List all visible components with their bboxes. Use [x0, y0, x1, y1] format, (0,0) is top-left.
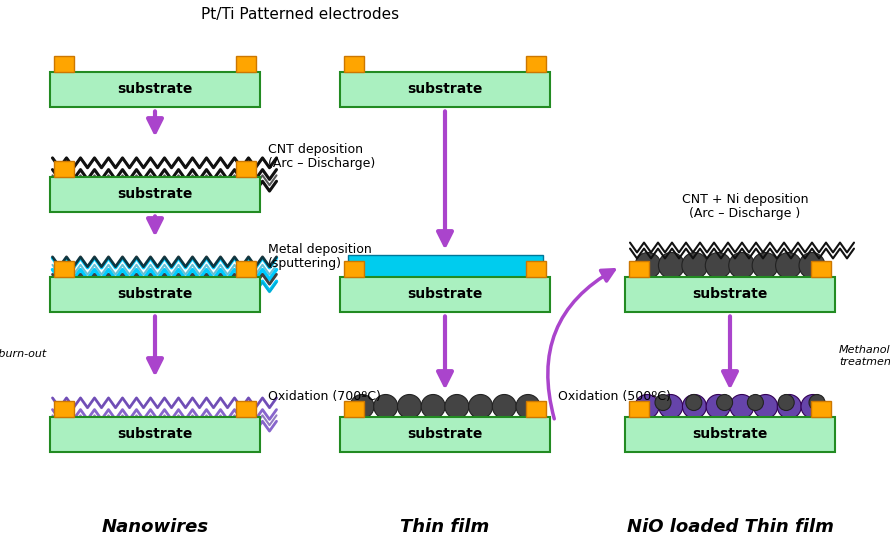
Bar: [811, 260, 831, 277]
Text: Nanowires: Nanowires: [101, 518, 208, 536]
Bar: [526, 260, 546, 277]
Circle shape: [655, 395, 671, 411]
Bar: [54, 55, 74, 71]
Text: CNT deposition
(Arc – Discharge): CNT deposition (Arc – Discharge): [268, 143, 376, 171]
Circle shape: [809, 395, 825, 411]
Bar: [629, 260, 649, 277]
Text: substrate: substrate: [117, 82, 193, 96]
Circle shape: [445, 395, 469, 418]
Bar: [54, 260, 74, 277]
Bar: [50, 71, 260, 107]
Circle shape: [775, 253, 802, 278]
Bar: [526, 401, 546, 417]
Circle shape: [682, 253, 708, 278]
Circle shape: [705, 253, 732, 278]
Circle shape: [468, 395, 492, 418]
Bar: [344, 401, 364, 417]
Circle shape: [729, 253, 755, 278]
Circle shape: [516, 395, 540, 418]
Circle shape: [398, 395, 422, 418]
Circle shape: [635, 395, 659, 418]
Bar: [340, 71, 550, 107]
Text: NiO loaded Thin film: NiO loaded Thin film: [627, 518, 833, 536]
Circle shape: [778, 395, 794, 411]
Circle shape: [754, 395, 778, 418]
Circle shape: [716, 395, 732, 411]
Bar: [629, 401, 649, 417]
Bar: [811, 401, 831, 417]
Text: Thin film: Thin film: [400, 518, 490, 536]
Text: Oxidation (700ºC): Oxidation (700ºC): [268, 390, 381, 403]
Text: substrate: substrate: [692, 427, 768, 441]
Bar: [625, 417, 835, 451]
Circle shape: [350, 395, 374, 418]
Bar: [50, 176, 260, 211]
Bar: [54, 401, 74, 417]
Bar: [344, 55, 364, 71]
Circle shape: [421, 395, 445, 418]
Text: substrate: substrate: [408, 427, 482, 441]
Text: CNT burn-out: CNT burn-out: [0, 349, 46, 359]
Circle shape: [730, 395, 754, 418]
Bar: [236, 55, 256, 71]
Bar: [344, 260, 364, 277]
Circle shape: [752, 253, 778, 278]
Circle shape: [686, 395, 702, 411]
Circle shape: [801, 395, 825, 418]
Bar: [236, 401, 256, 417]
Circle shape: [706, 395, 730, 418]
Circle shape: [659, 253, 684, 278]
Bar: [340, 417, 550, 451]
Bar: [50, 417, 260, 451]
Circle shape: [777, 395, 801, 418]
Bar: [347, 255, 543, 277]
Text: substrate: substrate: [117, 287, 193, 301]
Bar: [340, 277, 550, 311]
Bar: [50, 277, 260, 311]
Circle shape: [492, 395, 516, 418]
Bar: [54, 160, 74, 176]
Text: substrate: substrate: [408, 82, 482, 96]
Bar: [236, 160, 256, 176]
Circle shape: [374, 395, 398, 418]
Text: Oxidation (500ºC): Oxidation (500ºC): [558, 390, 671, 403]
Bar: [236, 260, 256, 277]
Text: Pt/Ti Patterned electrodes: Pt/Ti Patterned electrodes: [201, 7, 399, 21]
Circle shape: [659, 395, 683, 418]
Circle shape: [748, 395, 764, 411]
Text: substrate: substrate: [408, 287, 482, 301]
Text: substrate: substrate: [117, 427, 193, 441]
Text: substrate: substrate: [117, 187, 193, 201]
Text: Metal deposition
(sputtering): Metal deposition (sputtering): [268, 243, 372, 271]
Circle shape: [683, 395, 707, 418]
Circle shape: [635, 253, 661, 278]
Bar: [625, 277, 835, 311]
Bar: [526, 55, 546, 71]
Text: substrate: substrate: [692, 287, 768, 301]
Circle shape: [799, 253, 825, 278]
Text: Methanol
treatment: Methanol treatment: [839, 345, 890, 367]
Text: CNT + Ni deposition
(Arc – Discharge ): CNT + Ni deposition (Arc – Discharge ): [682, 193, 808, 221]
